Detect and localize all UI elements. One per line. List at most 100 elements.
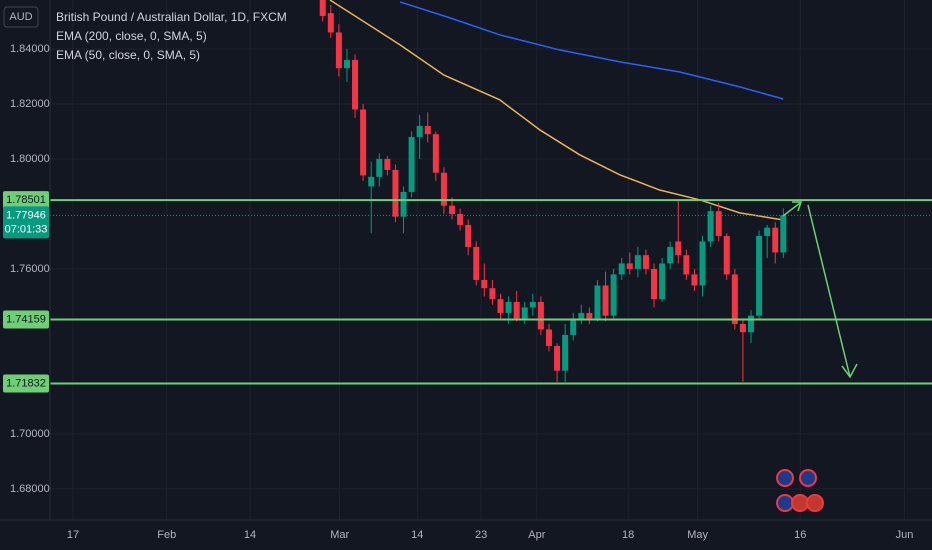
level-label-box <box>3 310 49 329</box>
candle-body <box>392 169 399 217</box>
candle-body <box>634 255 641 269</box>
grid <box>50 0 932 520</box>
flag[interactable] <box>799 469 817 487</box>
candle-body <box>667 246 674 264</box>
candle-body <box>465 224 472 247</box>
candle-body <box>562 334 569 371</box>
x-tick-label: 18 <box>622 529 634 541</box>
x-tick-label: 14 <box>411 529 423 541</box>
x-tick-label: 16 <box>794 529 806 541</box>
candle-body <box>594 285 601 319</box>
arrow <box>807 204 851 378</box>
level-label: 1.74159 <box>6 313 46 325</box>
level-label: 1.71832 <box>6 377 46 389</box>
candle-body <box>545 329 552 346</box>
candle-body <box>537 301 544 330</box>
candle-body <box>513 301 520 319</box>
candle-body <box>739 323 746 333</box>
candle-body <box>707 211 714 242</box>
flag[interactable] <box>776 469 794 487</box>
y-tick-label: 1.68000 <box>10 483 50 495</box>
y-tick-label: 1.84000 <box>10 43 50 55</box>
x-tick-label: Apr <box>528 529 545 541</box>
indicator-line <box>329 0 784 221</box>
candle-body <box>343 59 350 69</box>
candle-body <box>529 301 536 308</box>
candle-body <box>449 205 456 214</box>
candle-body <box>780 215 787 253</box>
candle-body <box>489 288 496 300</box>
candle-body <box>521 307 528 319</box>
plot-area <box>50 0 932 385</box>
candle-body <box>400 191 407 217</box>
candle-body <box>731 274 738 324</box>
candle-body <box>473 246 480 280</box>
candle-body <box>578 312 585 319</box>
currency-box[interactable] <box>3 6 39 28</box>
y-tick-label: 1.80000 <box>10 153 50 165</box>
chart-title: British Pound / Australian Dollar, 1D, F… <box>56 10 287 24</box>
x-tick-label: 23 <box>475 529 487 541</box>
y-tick-label: 1.82000 <box>10 98 50 110</box>
x-tick-label: 17 <box>67 529 79 541</box>
candle-body <box>691 274 698 286</box>
candle-body <box>570 318 577 335</box>
candle-body <box>440 172 447 206</box>
candle-body <box>651 268 658 300</box>
flag[interactable] <box>806 494 824 512</box>
candle-body <box>384 158 391 170</box>
candle-body <box>327 13 334 33</box>
candle-body <box>602 285 609 316</box>
currency: AUD <box>9 11 32 23</box>
x-tick-label: Mar <box>330 529 349 541</box>
candle-body <box>764 227 771 236</box>
candle-body <box>772 227 779 253</box>
candle-body <box>586 312 593 319</box>
arrow-head <box>841 363 858 379</box>
candle-body <box>618 263 625 275</box>
candle-body <box>408 136 415 192</box>
candle-body <box>424 125 431 135</box>
candle-body <box>335 32 342 69</box>
candle-body <box>659 263 666 300</box>
flag[interactable] <box>791 494 809 512</box>
event-flags <box>776 469 824 512</box>
flag[interactable] <box>776 494 794 512</box>
countdown: 07:01:33 <box>5 223 48 235</box>
level-label: 1.78501 <box>6 194 46 206</box>
arrow-head <box>792 201 803 212</box>
candle-body <box>675 241 682 256</box>
candle-body <box>481 279 488 289</box>
last-price-box <box>3 206 49 239</box>
candle-body <box>683 255 690 275</box>
candle-body <box>352 59 359 110</box>
candle-body <box>432 134 439 173</box>
x-tick-label: 14 <box>244 529 256 541</box>
candle-body <box>626 263 633 269</box>
candle-body <box>610 274 617 316</box>
axes: 1.84000 1.82000 1.80000 1.76000 1.70000 1.680… <box>3 43 913 541</box>
x-tick-label: Jun <box>896 529 914 541</box>
arrow <box>782 202 801 217</box>
candle-body <box>723 235 730 275</box>
indicator-line <box>399 1 784 100</box>
candle-body <box>505 301 512 313</box>
candle-body <box>554 345 561 371</box>
y-tick-label: 1.70000 <box>10 428 50 440</box>
arrow-annotation <box>782 201 858 379</box>
level-label-box <box>3 191 49 210</box>
candle-body <box>457 213 464 225</box>
candle-body <box>747 315 754 333</box>
candle-body <box>368 176 375 187</box>
indicator-legend: EMA (200, close, 0, SMA, 5) <box>56 29 207 43</box>
candle-body <box>376 158 383 177</box>
candle-body <box>319 0 326 16</box>
x-tick-label: May <box>687 529 708 541</box>
indicator-legend: EMA (50, close, 0, SMA, 5) <box>56 48 200 62</box>
last-price-label: 1.77946 <box>6 209 46 221</box>
candle-body <box>642 255 649 269</box>
x-tick-label: Feb <box>157 529 176 541</box>
